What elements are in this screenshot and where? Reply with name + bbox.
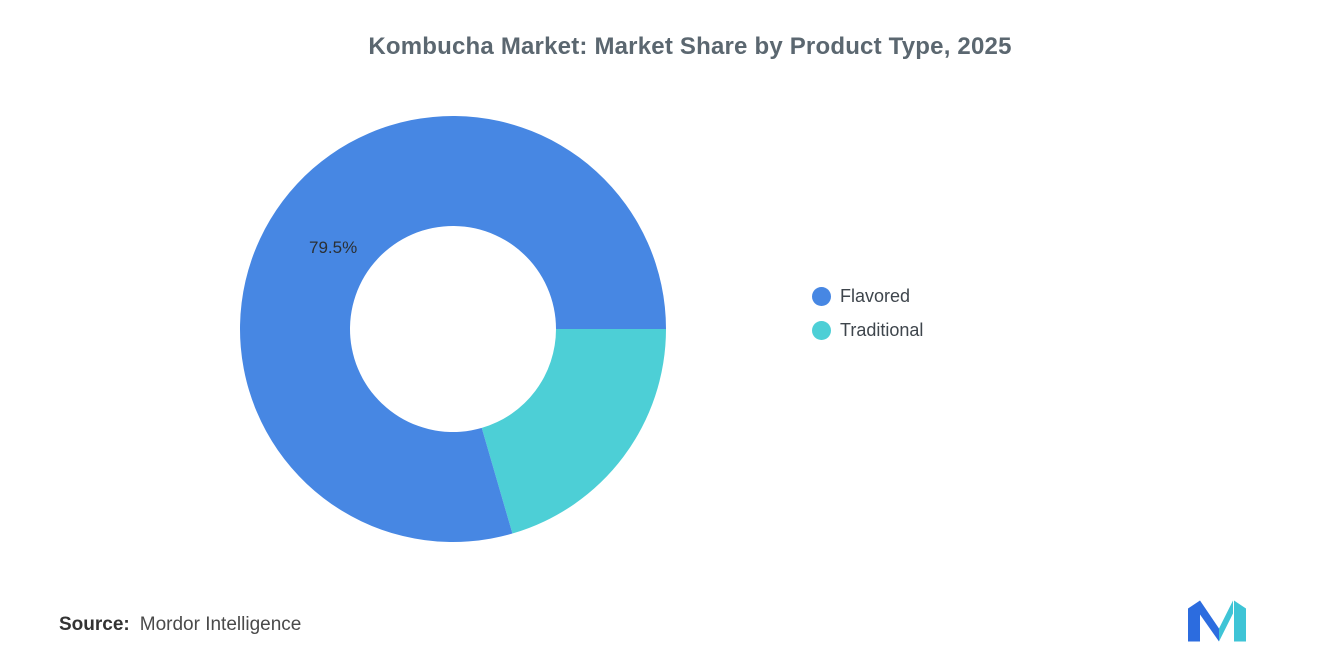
donut-chart-area [238,114,668,544]
mordor-logo-icon [1188,600,1246,642]
source-label: Source: [59,614,130,635]
pie-slice-flavored[interactable] [240,115,666,542]
slice-data-label: 79.5% [309,238,358,257]
source-line: Source: Mordor Intelligence [59,614,301,636]
legend: Flavored Traditional [812,286,923,341]
legend-label-traditional: Traditional [840,320,924,340]
legend-item-traditional[interactable]: Traditional [812,320,923,341]
source-value: Mordor Intelligence [139,614,302,635]
pie-slice-traditional[interactable] [481,329,666,534]
legend-item-flavored[interactable]: Flavored [812,286,923,307]
legend-dot-traditional [812,321,831,340]
page-title: Kombucha Market: Market Share by Product… [368,33,1012,60]
legend-dot-flavored [812,287,831,306]
legend-label-flavored: Flavored [840,286,911,306]
donut-chart [240,115,666,542]
mordor-intelligence-logo [1188,597,1246,642]
